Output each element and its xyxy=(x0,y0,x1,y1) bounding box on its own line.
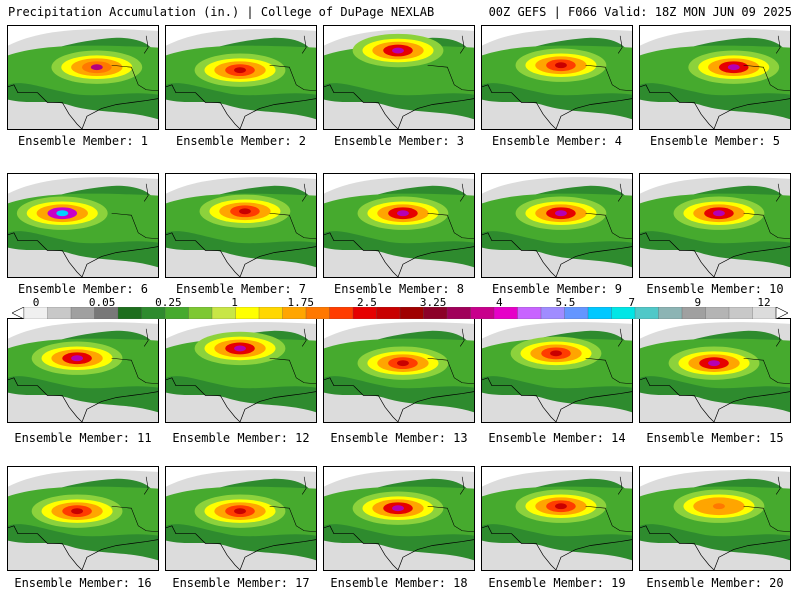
ensemble-member-map xyxy=(323,466,475,571)
colorbar-tick-label: 4 xyxy=(495,296,503,309)
ensemble-member-caption: Ensemble Member: 4 xyxy=(491,134,623,148)
colorbar-tick-label: 1 xyxy=(231,296,238,309)
ensemble-member-map xyxy=(481,466,633,571)
ensemble-member-caption: Ensemble Member: 19 xyxy=(488,576,626,590)
ensemble-member-caption: Ensemble Member: 20 xyxy=(646,576,784,590)
ensemble-member-caption: Ensemble Member: 3 xyxy=(333,134,465,148)
ensemble-member-caption: Ensemble Member: 5 xyxy=(649,134,781,148)
ensemble-member-map xyxy=(323,173,475,278)
colorbar-tick-label: 7 xyxy=(628,296,635,309)
ensemble-member-caption: Ensemble Member: 12 xyxy=(172,431,310,445)
ensemble-member-map xyxy=(7,173,159,278)
ensemble-member-caption: Ensemble Member: 10 xyxy=(646,282,784,296)
ensemble-member-map xyxy=(323,318,475,423)
ensemble-member-map xyxy=(7,318,159,423)
ensemble-member-caption: Ensemble Member: 1 xyxy=(17,134,149,148)
ensemble-member-map xyxy=(7,466,159,571)
model-valid-time: 00Z GEFS | F066 Valid: 18Z MON JUN 09 20… xyxy=(488,5,792,19)
ensemble-member-caption: Ensemble Member: 15 xyxy=(646,431,784,445)
colorbar-tick-label: 0 xyxy=(32,296,40,309)
ensemble-member-map xyxy=(323,25,475,130)
colorbar-tick-label: 5.5 xyxy=(555,296,576,309)
colorbar-tick-label: 0.05 xyxy=(88,296,116,309)
colorbar-tick-label: 3.25 xyxy=(419,296,447,309)
ensemble-member-map xyxy=(481,173,633,278)
colorbar-tick-label: 12 xyxy=(757,296,771,309)
ensemble-member-map xyxy=(165,466,317,571)
ensemble-member-map xyxy=(7,25,159,130)
ensemble-member-caption: Ensemble Member: 14 xyxy=(488,431,626,445)
ensemble-member-map xyxy=(481,25,633,130)
ensemble-member-caption: Ensemble Member: 18 xyxy=(330,576,468,590)
colorbar-tick-label: 0.25 xyxy=(155,296,182,309)
ensemble-member-caption: Ensemble Member: 9 xyxy=(491,282,623,296)
ensemble-member-map xyxy=(165,173,317,278)
ensemble-member-caption: Ensemble Member: 16 xyxy=(14,576,152,590)
ensemble-member-map xyxy=(639,318,791,423)
ensemble-member-caption: Ensemble Member: 7 xyxy=(175,282,307,296)
ensemble-member-caption: Ensemble Member: 11 xyxy=(14,431,152,445)
ensemble-member-map xyxy=(481,318,633,423)
ensemble-member-caption: Ensemble Member: 2 xyxy=(175,134,307,148)
ensemble-member-map xyxy=(639,466,791,571)
ensemble-member-caption: Ensemble Member: 8 xyxy=(333,282,465,296)
colorbar-tick-label: 2.5 xyxy=(356,296,377,309)
ensemble-member-map xyxy=(165,25,317,130)
ensemble-member-map xyxy=(639,173,791,278)
colorbar-tick-label: 9 xyxy=(694,296,702,309)
precip-colorbar xyxy=(12,307,788,319)
ensemble-member-caption: Ensemble Member: 6 xyxy=(17,282,149,296)
map-title: Precipitation Accumulation (in.) | Colle… xyxy=(8,5,435,19)
ensemble-member-caption: Ensemble Member: 17 xyxy=(172,576,310,590)
ensemble-member-map xyxy=(165,318,317,423)
colorbar-tick-label: 1.75 xyxy=(287,296,314,309)
ensemble-member-caption: Ensemble Member: 13 xyxy=(330,431,468,445)
ensemble-member-map xyxy=(639,25,791,130)
